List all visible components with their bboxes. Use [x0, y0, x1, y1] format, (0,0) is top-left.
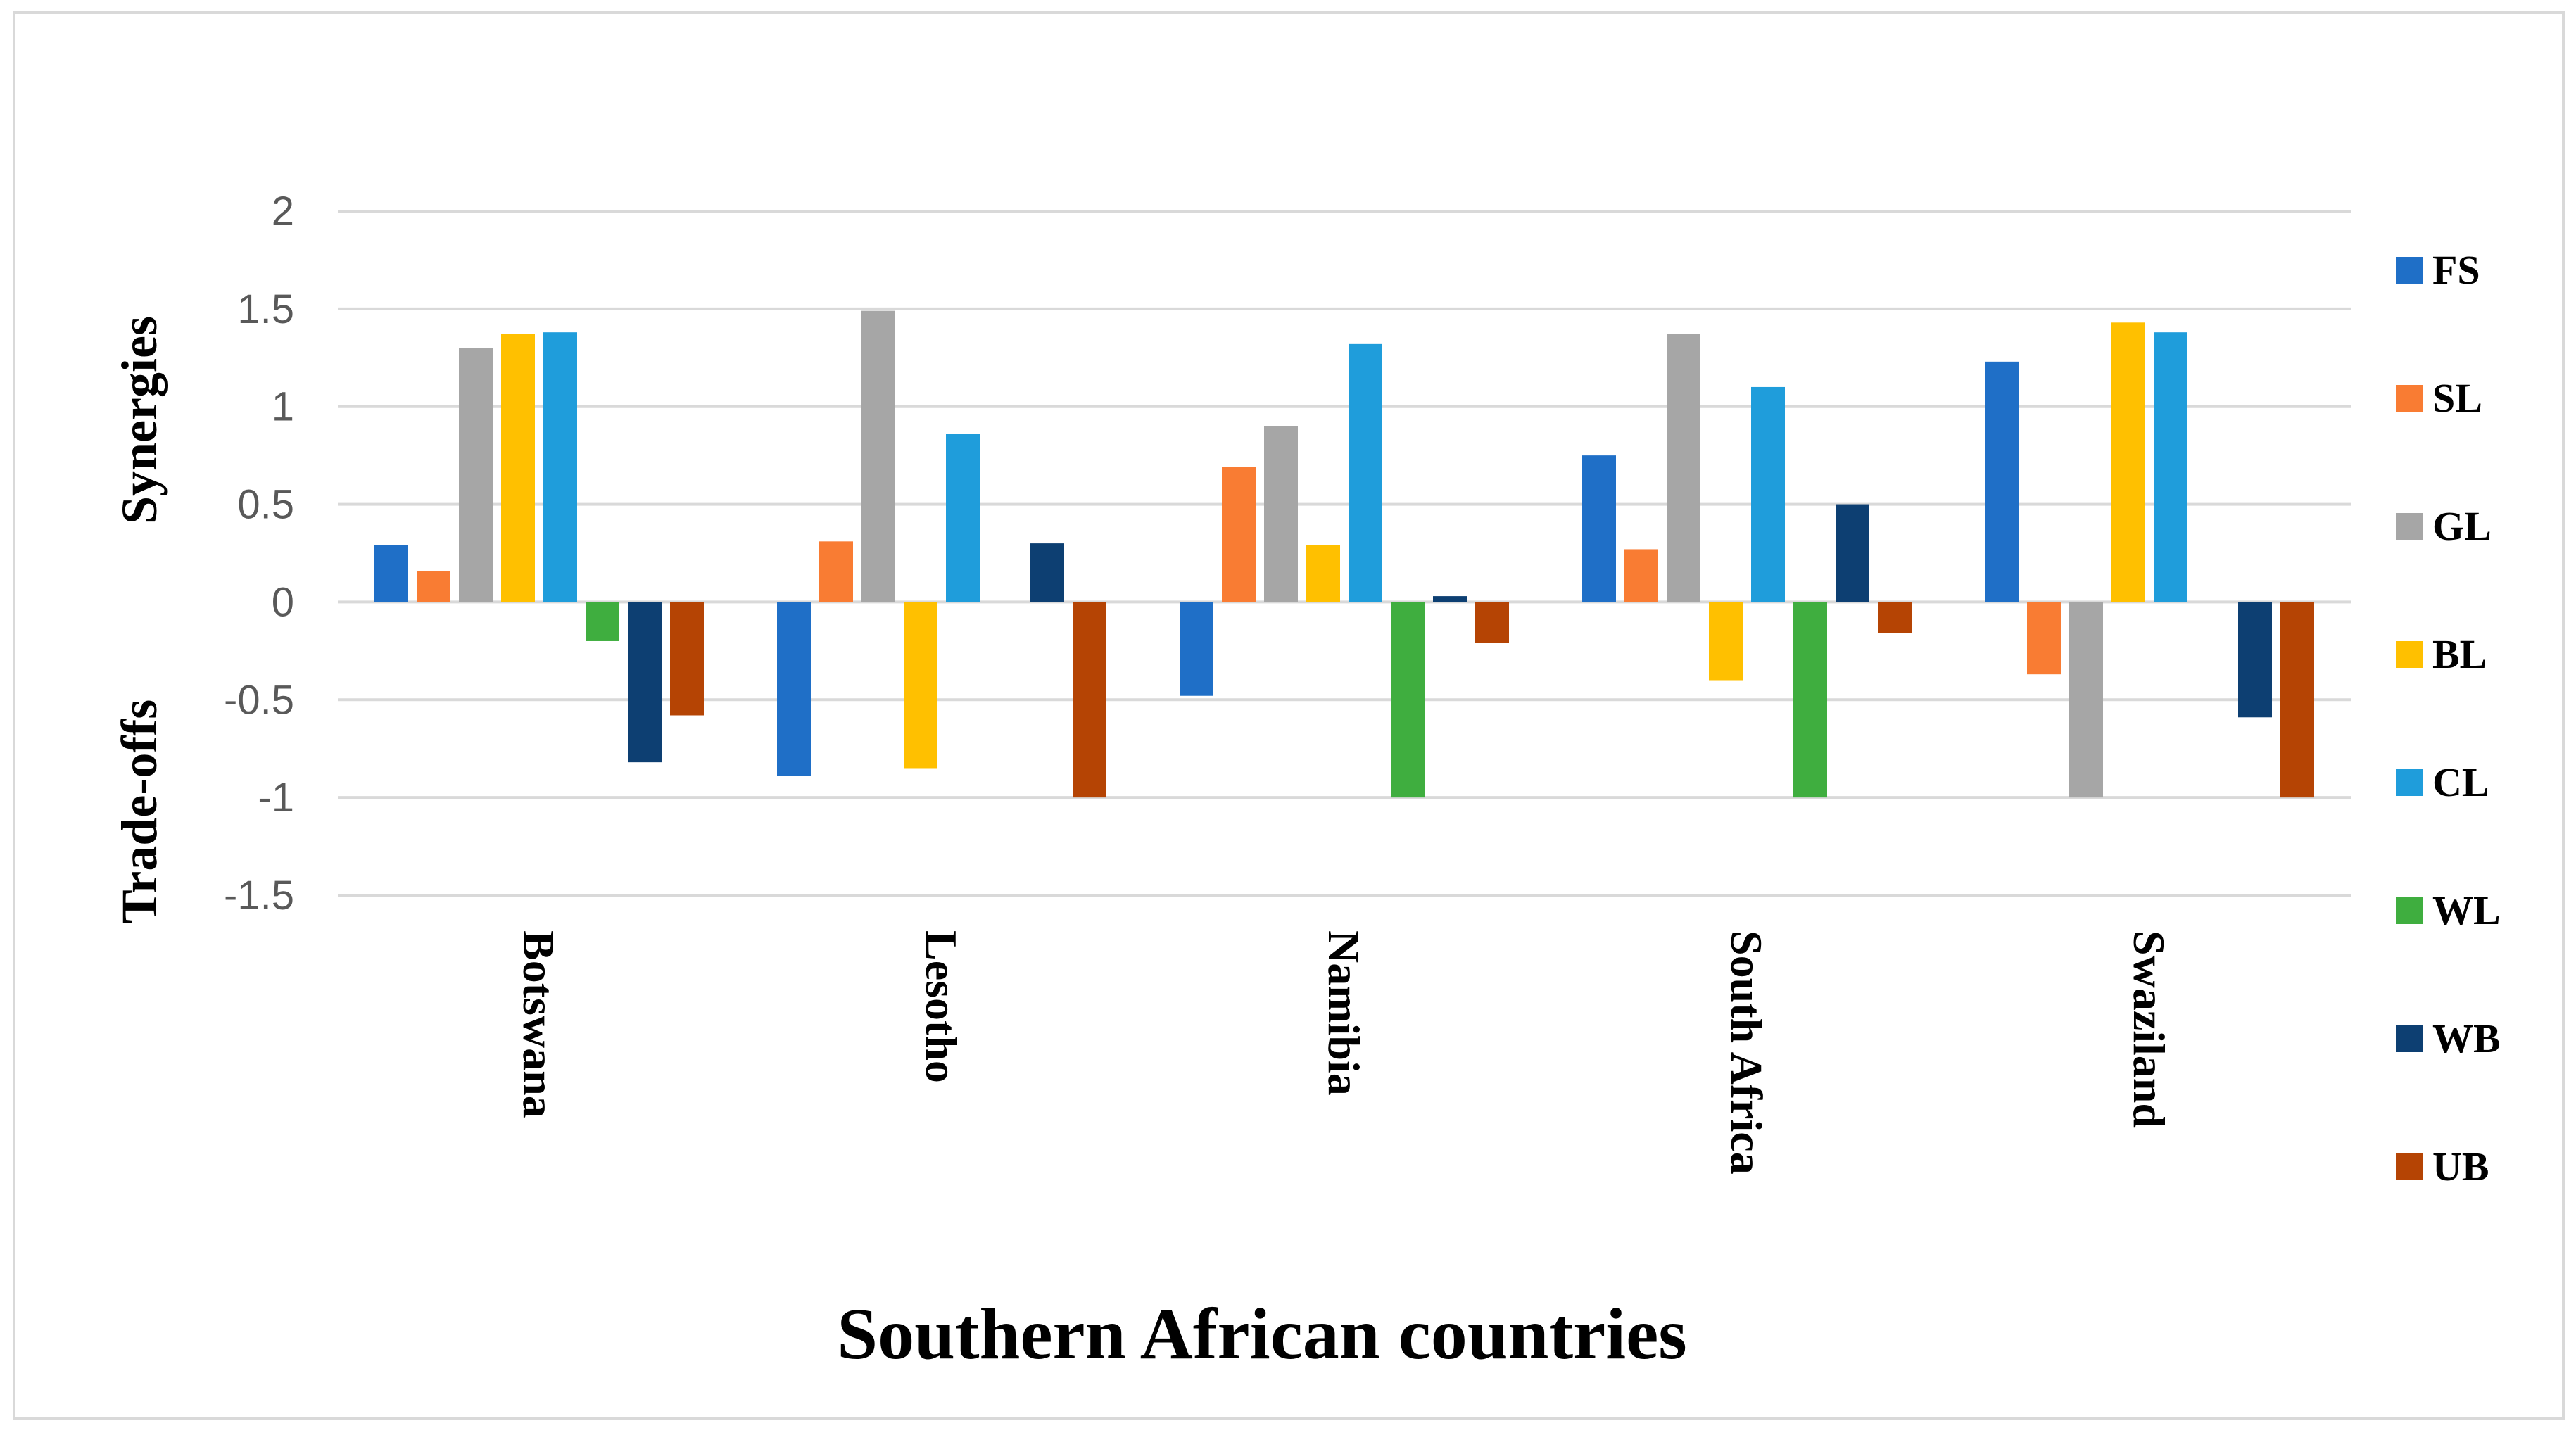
legend-item-wb: WB	[2396, 1016, 2501, 1061]
legend-swatch	[2396, 1025, 2423, 1052]
bar-lesotho-fs	[777, 602, 811, 776]
bar-south-africa-wl	[1793, 602, 1827, 798]
legend-item-gl: GL	[2396, 503, 2492, 549]
bar-namibia-wl	[1391, 602, 1425, 798]
y-tick-label: 1.5	[237, 286, 294, 332]
bar-south-africa-gl	[1667, 334, 1700, 602]
y-tick-label: 0	[272, 579, 294, 625]
bars	[374, 310, 2314, 798]
legend-label: BL	[2432, 631, 2487, 677]
x-axis-title: Southern African countries	[837, 1294, 1687, 1374]
bar-swaziland-ub	[2280, 602, 2314, 798]
bar-namibia-wb	[1433, 596, 1467, 602]
x-category-label: Swaziland	[2124, 930, 2174, 1128]
bar-namibia-cl	[1349, 343, 1382, 602]
bar-lesotho-gl	[861, 310, 895, 602]
bar-swaziland-gl	[2069, 602, 2103, 798]
legend-label: FS	[2432, 247, 2480, 293]
legend-swatch	[2396, 1153, 2423, 1180]
legend-swatch	[2396, 257, 2423, 284]
bar-botswana-wl	[586, 602, 619, 641]
bar-namibia-ub	[1475, 602, 1509, 643]
bar-swaziland-bl	[2111, 322, 2145, 602]
bar-lesotho-cl	[946, 434, 980, 602]
y-tick-label: 2	[272, 189, 294, 234]
bar-south-africa-sl	[1624, 549, 1658, 602]
legend-item-sl: SL	[2396, 375, 2482, 421]
bar-botswana-cl	[543, 332, 577, 602]
bar-swaziland-fs	[1985, 361, 2019, 602]
bar-namibia-gl	[1264, 426, 1298, 602]
bar-south-africa-fs	[1582, 455, 1616, 602]
bar-botswana-wb	[628, 602, 662, 763]
bar-namibia-bl	[1306, 545, 1340, 602]
legend-item-cl: CL	[2396, 759, 2489, 805]
bar-namibia-fs	[1180, 602, 1213, 696]
x-axis-categories: Botswana Lesotho Namibia South Africa Swazil…	[514, 930, 2174, 1175]
legend-swatch	[2396, 897, 2423, 924]
y-tick-label: -1	[258, 775, 294, 821]
y-tick-label: 1	[272, 384, 294, 430]
bar-south-africa-ub	[1878, 602, 1912, 633]
legend-label: SL	[2432, 375, 2482, 421]
legend-swatch	[2396, 769, 2423, 796]
y-tick-label: 0.5	[237, 482, 294, 528]
bar-swaziland-sl	[2027, 602, 2061, 675]
y-axis-label-tradeoffs: Trade-offs	[111, 700, 168, 924]
x-category-label: Botswana	[514, 930, 564, 1118]
bar-swaziland-wb	[2238, 602, 2272, 718]
chart-frame	[13, 11, 2565, 1420]
legend-label: WL	[2432, 887, 2501, 933]
bar-south-africa-cl	[1751, 386, 1785, 602]
legend-label: UB	[2432, 1144, 2489, 1189]
bar-lesotho-ub	[1073, 602, 1106, 798]
bar-botswana-bl	[501, 334, 535, 602]
x-category-label: Lesotho	[916, 930, 966, 1083]
bar-lesotho-sl	[819, 541, 853, 602]
bar-lesotho-bl	[904, 602, 937, 769]
y-axis-label-synergies: Synergies	[111, 316, 168, 524]
legend-label: CL	[2432, 759, 2489, 805]
legend-swatch	[2396, 641, 2423, 668]
bar-botswana-fs	[374, 545, 408, 602]
bar-botswana-ub	[670, 602, 704, 716]
legend-swatch	[2396, 385, 2423, 412]
legend-item-wl: WL	[2396, 887, 2501, 933]
legend-swatch	[2396, 513, 2423, 540]
bar-south-africa-wb	[1836, 504, 1869, 602]
legend-label: WB	[2432, 1016, 2501, 1061]
y-axis-ticks: 2 1.5 1 0.5 0 -0.5 -1 -1.5	[224, 189, 294, 918]
x-category-label: Namibia	[1319, 930, 1369, 1096]
bar-lesotho-wb	[1030, 543, 1064, 602]
legend: FS SL GL BL CL WL WB UB	[2396, 247, 2501, 1189]
bar-botswana-gl	[459, 348, 493, 602]
bar-south-africa-bl	[1709, 602, 1743, 681]
legend-item-fs: FS	[2396, 247, 2480, 293]
y-tick-label: -0.5	[224, 677, 294, 723]
bar-swaziland-cl	[2154, 332, 2187, 602]
bar-botswana-sl	[417, 570, 450, 602]
legend-item-bl: BL	[2396, 631, 2487, 677]
legend-item-ub: UB	[2396, 1144, 2489, 1189]
y-tick-label: -1.5	[224, 873, 294, 918]
bar-namibia-sl	[1222, 467, 1256, 602]
legend-label: GL	[2432, 503, 2492, 549]
x-category-label: South Africa	[1722, 930, 1772, 1175]
